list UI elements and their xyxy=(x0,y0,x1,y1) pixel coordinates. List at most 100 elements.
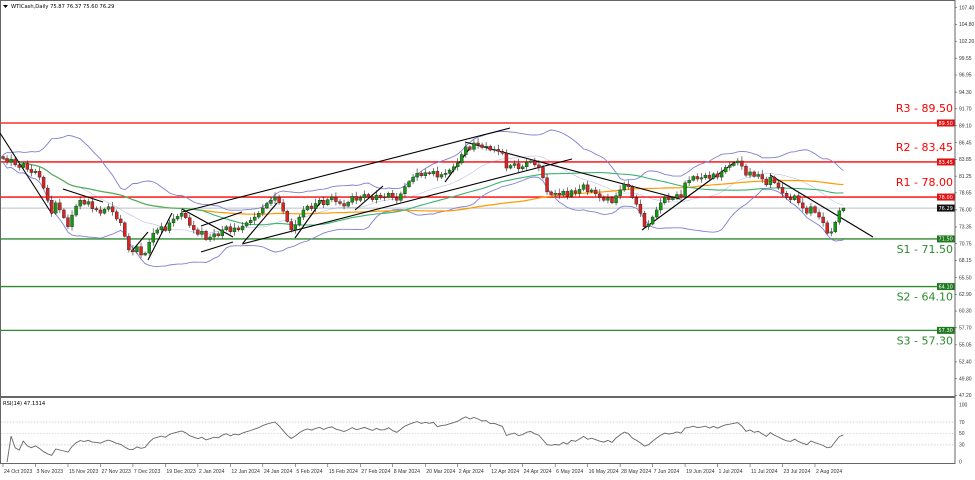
candle xyxy=(297,214,302,227)
candle-body xyxy=(614,195,618,204)
candle-body xyxy=(561,191,565,196)
candle-body xyxy=(606,197,610,201)
candle-body xyxy=(66,217,70,227)
price-tick-label: 94.30 xyxy=(959,90,972,96)
level-tag-r2-label: 83.45 xyxy=(939,160,953,166)
candle-body xyxy=(841,207,846,211)
trendline xyxy=(294,199,323,239)
candle xyxy=(480,142,484,150)
trendline xyxy=(62,188,104,203)
candle-body xyxy=(687,180,691,184)
candle xyxy=(512,160,517,169)
candle xyxy=(561,188,565,198)
candle-body xyxy=(711,173,716,179)
candle xyxy=(772,175,777,185)
candle xyxy=(594,186,598,197)
candle xyxy=(447,168,452,175)
candle-body xyxy=(638,203,643,214)
candle-body xyxy=(366,194,371,198)
current-price-tag-label: 76.29 xyxy=(939,206,953,212)
candle-body xyxy=(13,158,17,166)
candle-body xyxy=(25,163,30,170)
candle-body xyxy=(431,171,436,175)
candle-body xyxy=(58,202,62,211)
candle-body xyxy=(163,226,168,231)
date-label: 27 Feb 2024 xyxy=(361,469,390,475)
candle-body xyxy=(228,226,233,233)
symbol-header: WTICash,Daily 75.87 76.37 75.60 76.29 xyxy=(11,4,114,10)
candle-body xyxy=(391,192,395,198)
candle xyxy=(98,206,103,217)
candle-body xyxy=(208,236,212,240)
candle xyxy=(200,227,204,238)
price-axis: 107.40 104.80 102.20 99.55 96.95 94.30 91.70 89… xyxy=(937,5,975,399)
candle-body xyxy=(37,171,42,178)
trendline xyxy=(181,127,511,213)
candle-body xyxy=(155,229,159,234)
level-tag-r3-box xyxy=(937,119,955,127)
current-price-tag-box xyxy=(937,204,955,212)
date-label: 2 Apr 2024 xyxy=(459,469,484,475)
bollinger-bands xyxy=(2,129,844,268)
candle-body xyxy=(565,191,570,197)
candle xyxy=(196,227,200,237)
candle xyxy=(829,227,833,237)
candle-body xyxy=(732,162,736,166)
candle xyxy=(358,195,362,203)
candle-body xyxy=(1,156,5,159)
candle xyxy=(289,218,293,233)
candle-body xyxy=(447,169,452,174)
candle xyxy=(642,210,647,229)
price-tick-label: 70.75 xyxy=(959,241,972,247)
candle xyxy=(809,202,813,217)
candle xyxy=(663,194,667,205)
candle-body xyxy=(370,196,375,200)
candle-body xyxy=(110,206,115,213)
candle xyxy=(131,245,135,256)
candle xyxy=(533,157,537,168)
candle-body xyxy=(346,202,350,207)
candle xyxy=(399,191,403,203)
candle-body xyxy=(784,192,789,198)
candle xyxy=(439,172,444,180)
candle-body xyxy=(257,212,261,218)
candle xyxy=(74,203,78,217)
candle-body xyxy=(728,165,732,168)
candle xyxy=(525,158,529,170)
candle xyxy=(464,142,468,158)
candle-body xyxy=(715,173,720,178)
candle-body xyxy=(671,197,675,200)
candle xyxy=(171,214,176,227)
candle-body xyxy=(545,177,549,193)
date-label: 2 Jan 2024 xyxy=(199,469,225,475)
candle-body xyxy=(723,167,728,173)
candle-body xyxy=(780,187,785,194)
candle xyxy=(622,181,626,192)
candle xyxy=(322,196,326,208)
candle xyxy=(695,173,699,182)
candle xyxy=(50,195,54,217)
candle-body xyxy=(330,196,334,200)
candle xyxy=(581,182,586,192)
bollinger-upper xyxy=(2,129,844,211)
candle-body xyxy=(500,151,505,154)
candle xyxy=(127,233,131,253)
candle-body xyxy=(224,226,229,231)
candle xyxy=(744,163,748,178)
candle-body xyxy=(736,160,740,164)
candle xyxy=(188,214,192,228)
candle xyxy=(350,193,354,205)
candle xyxy=(573,187,578,196)
candle-body xyxy=(529,160,533,163)
price-tick-label: 68.15 xyxy=(959,258,972,264)
candle xyxy=(638,199,643,217)
candle-body xyxy=(82,200,86,205)
date-label: 20 Mar 2024 xyxy=(426,469,455,475)
candle-body xyxy=(659,202,663,211)
candle-body xyxy=(703,174,708,178)
collapse-triangle-icon[interactable] xyxy=(3,5,8,8)
price-tick-label: 99.55 xyxy=(959,56,972,62)
candle xyxy=(391,190,395,201)
candle xyxy=(240,222,245,234)
